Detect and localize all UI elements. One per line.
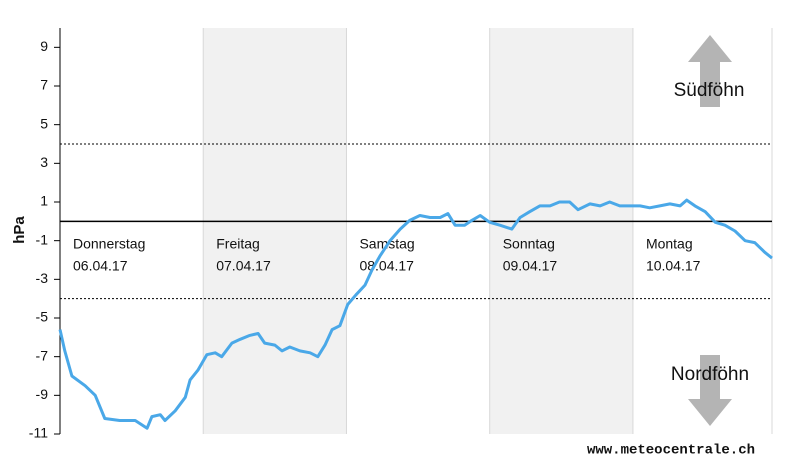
y-tick-label: 7 <box>40 77 48 93</box>
y-tick-label: 9 <box>40 38 48 54</box>
y-tick-label: 3 <box>40 154 48 170</box>
y-axis-label: hPa <box>11 216 28 244</box>
y-tick-label: 1 <box>40 193 48 209</box>
y-tick-label: 5 <box>40 115 48 131</box>
x-tick-date: 08.04.17 <box>359 258 414 274</box>
y-tick-label: -3 <box>36 270 49 286</box>
y-tick-label: -9 <box>36 386 49 402</box>
x-tick-date: 06.04.17 <box>73 258 128 274</box>
y-tick-label: -11 <box>29 425 48 441</box>
x-tick-date: 07.04.17 <box>216 258 271 274</box>
day-bands <box>59 28 634 434</box>
source: www.meteocentrale.ch <box>587 443 755 459</box>
y-tick-label: -7 <box>36 347 49 363</box>
data-line <box>58 198 773 430</box>
upper-label: Südföhn <box>674 80 745 101</box>
x-tick-date: 10.04.17 <box>646 258 701 274</box>
down-arrow <box>688 355 732 426</box>
y-tick-label: -1 <box>36 231 49 247</box>
x-tick-label: Sonntag <box>503 236 555 252</box>
arrows <box>688 35 732 426</box>
day-band <box>203 28 347 434</box>
lower-label: Nordföhn <box>671 364 749 385</box>
x-tick-date: 09.04.17 <box>503 258 558 274</box>
x-tick-label: Donnerstag <box>73 236 145 252</box>
day-band <box>489 28 633 434</box>
x-tick-label: Montag <box>646 236 693 252</box>
y-tick-label: -5 <box>36 309 49 325</box>
x-tick-label: Freitag <box>216 236 260 252</box>
up-arrow <box>688 35 732 107</box>
